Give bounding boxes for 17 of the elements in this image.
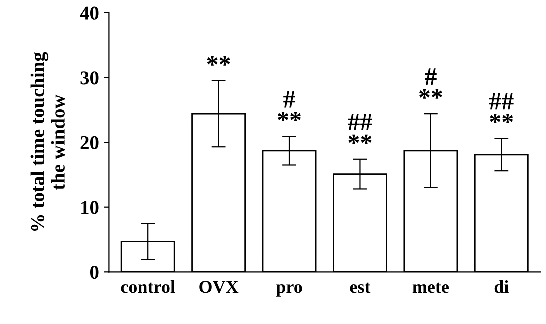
x-tick-label: di xyxy=(494,280,509,294)
x-tick-label: mete xyxy=(412,282,450,294)
annotation: ## ** xyxy=(489,93,514,124)
annotation: # ** xyxy=(419,68,442,99)
x-tick-label: OVX xyxy=(200,281,239,294)
x-tick-label: est xyxy=(350,282,371,294)
y-tick-label: 10 xyxy=(82,201,99,214)
y-axis-title: % total time touching the window xyxy=(30,52,65,232)
y-tick-label: 30 xyxy=(80,72,99,85)
y-tick-label: 20 xyxy=(80,136,99,150)
annotation: ** xyxy=(207,56,230,66)
y-tick-label: 40 xyxy=(80,6,99,20)
annotation: # ** xyxy=(278,91,301,122)
y-tick-label: 0 xyxy=(90,266,99,280)
x-tick-label: control xyxy=(121,280,176,294)
annotation: ## ** xyxy=(348,114,372,144)
x-tick-label: pro xyxy=(276,284,302,297)
